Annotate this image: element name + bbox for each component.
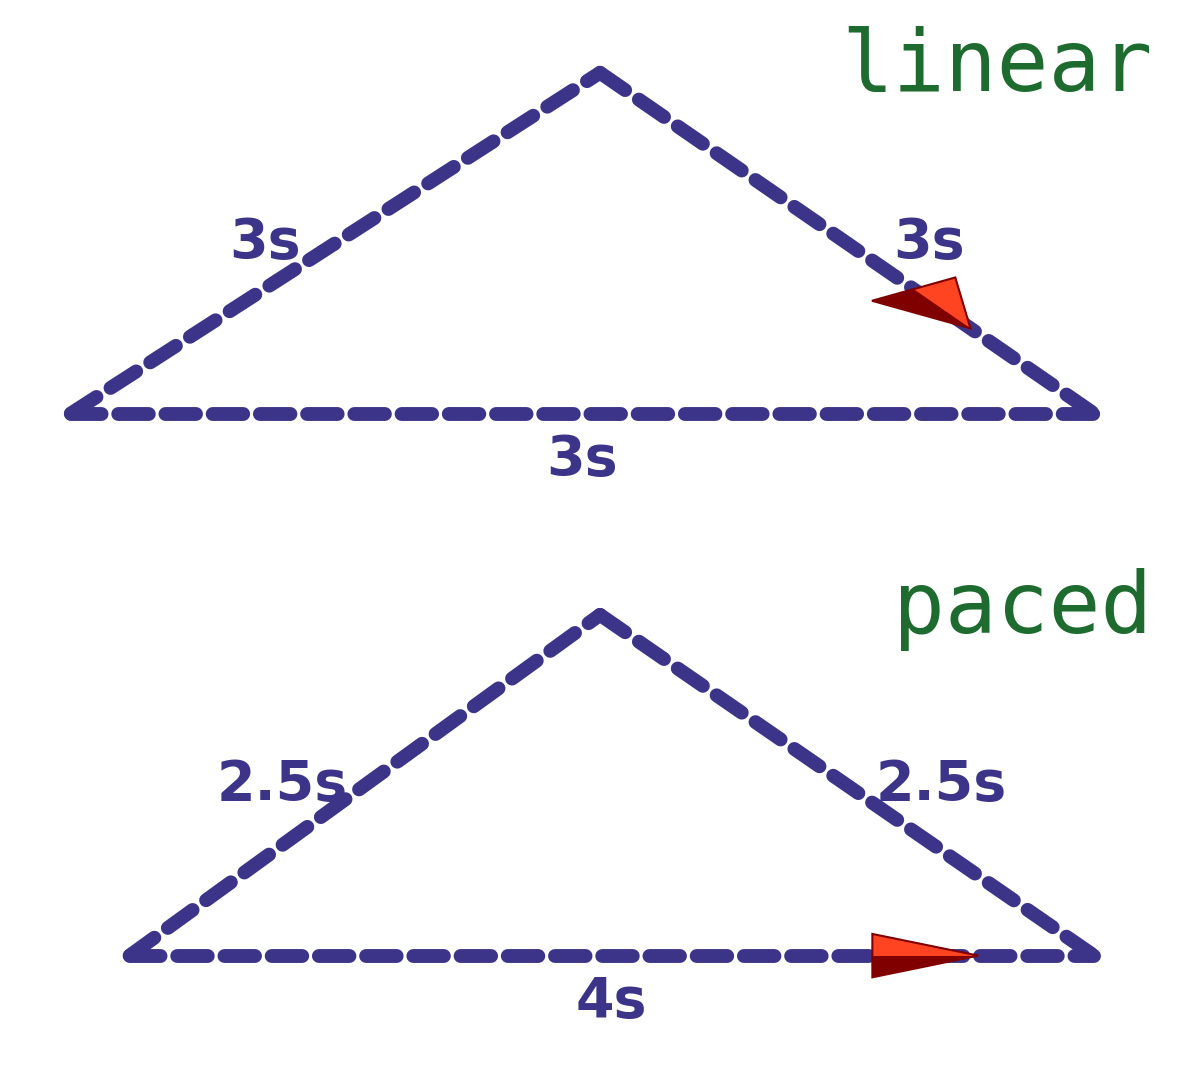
Polygon shape bbox=[872, 278, 971, 328]
Text: linear: linear bbox=[841, 26, 1153, 109]
Polygon shape bbox=[872, 956, 978, 977]
Text: 2.5s: 2.5s bbox=[876, 758, 1007, 812]
Polygon shape bbox=[872, 934, 978, 977]
Text: 3s: 3s bbox=[894, 216, 965, 270]
Text: paced: paced bbox=[893, 568, 1153, 651]
Text: 4s: 4s bbox=[576, 975, 648, 1029]
Text: 3s: 3s bbox=[229, 216, 301, 270]
Text: 3s: 3s bbox=[546, 433, 618, 487]
Polygon shape bbox=[872, 289, 971, 328]
Text: 2.5s: 2.5s bbox=[217, 758, 348, 812]
